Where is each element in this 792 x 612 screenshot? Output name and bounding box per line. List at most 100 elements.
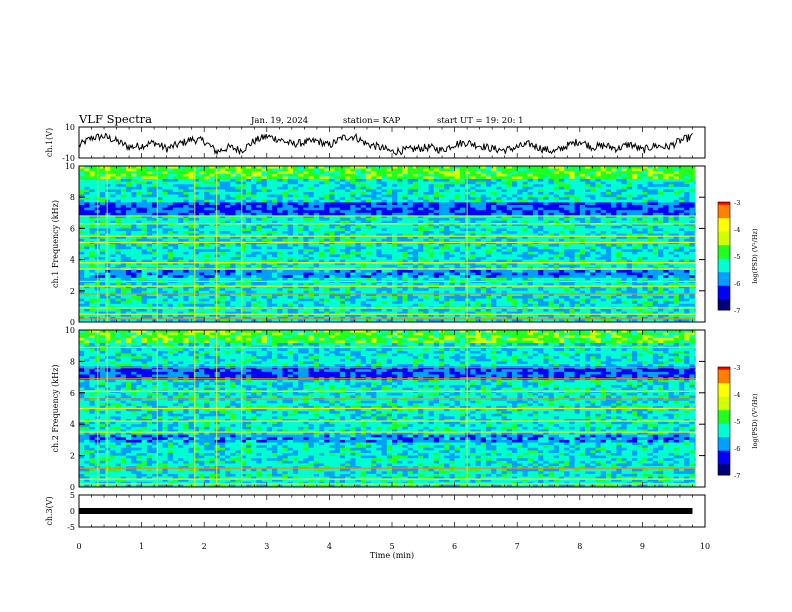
spectrogram-cell	[444, 220, 450, 224]
spectrogram-cell	[548, 231, 555, 234]
spectrogram-cell	[402, 264, 409, 268]
spectrogram-cell	[172, 262, 179, 266]
spectrogram-cell	[501, 249, 508, 253]
spectrogram-cell	[470, 236, 476, 240]
spectrogram-cell	[668, 207, 675, 211]
spectrogram-cell	[282, 166, 289, 169]
spectrogram-cell	[131, 176, 137, 180]
spectrogram-cell	[110, 223, 116, 227]
spectrogram-cell	[334, 184, 341, 188]
spectrogram-cell	[360, 186, 367, 190]
spectrogram-cell	[125, 181, 132, 185]
spectrogram-cell	[449, 210, 455, 214]
spectrogram-cell	[235, 207, 242, 211]
spectrogram-cell	[569, 205, 575, 208]
spectrogram-cell	[600, 254, 607, 258]
spectrogram-cell	[506, 259, 513, 263]
spectrogram-cell	[543, 179, 549, 182]
spectrogram-cell	[585, 270, 591, 273]
spectrogram-cell	[480, 173, 487, 177]
spectrogram-cell	[647, 233, 654, 237]
spectrogram-cell	[402, 186, 409, 190]
spectrogram-cell	[506, 197, 513, 201]
spectrogram-cell	[564, 181, 570, 185]
spectrogram-cell	[631, 168, 638, 172]
spectrogram-cell	[402, 225, 409, 229]
spectrogram-cell	[600, 176, 607, 180]
spectrogram-cell	[491, 262, 497, 266]
spectrogram-cell	[397, 168, 403, 172]
spectrogram-cell	[89, 244, 96, 247]
spectrogram-cell	[611, 168, 617, 172]
spectrogram-cell	[376, 173, 382, 177]
spectrogram-cell	[600, 228, 607, 232]
spectrogram-cell	[371, 246, 377, 250]
spectrogram-cell	[345, 254, 351, 258]
spectrogram-cell	[313, 272, 320, 276]
spectrogram-cell	[99, 181, 106, 185]
spectrogram-cell	[240, 257, 247, 260]
spectrogram-cell	[79, 173, 85, 177]
spectrogram-cell	[423, 197, 429, 201]
spectrogram-cell	[621, 249, 628, 253]
spectrogram-cell	[465, 262, 471, 266]
spectrogram-cell	[256, 184, 262, 188]
spectrogram-cell	[251, 262, 257, 266]
spectrogram-cell	[605, 249, 612, 253]
spectrogram-cell	[590, 176, 596, 180]
spectrogram-cell	[329, 218, 336, 221]
spectrogram-cell	[89, 176, 96, 180]
spectrogram-cell	[637, 270, 643, 273]
spectrogram-cell	[345, 262, 351, 266]
spectrogram-cell	[449, 249, 455, 253]
spectrogram-cell	[146, 192, 153, 195]
spectrogram-cell	[360, 264, 367, 268]
spectrogram-cell	[397, 270, 403, 273]
spectrogram-cell	[350, 197, 356, 201]
spectrogram-cell	[459, 249, 466, 253]
spectrogram-cell	[251, 171, 257, 175]
spectrogram-cell	[673, 192, 680, 195]
spectrogram-cell	[303, 207, 309, 211]
spectrogram-cell	[392, 173, 398, 177]
spectrogram-cell	[470, 173, 476, 177]
spectrogram-cell	[120, 264, 127, 268]
spectrogram-cell	[616, 251, 622, 255]
spectrogram-cell	[282, 270, 289, 273]
spectrogram-cell	[611, 225, 617, 229]
spectrogram-cell	[496, 168, 502, 172]
spectrogram-cell	[110, 218, 116, 221]
spectrogram-cell	[564, 262, 570, 266]
spectrogram-cell	[658, 202, 664, 206]
spectrogram-cell	[318, 215, 325, 219]
spectrogram-cell	[418, 181, 424, 185]
spectrogram-cell	[365, 249, 372, 253]
spectrogram-cell	[684, 254, 690, 258]
spectrogram-cell	[188, 197, 195, 201]
spectrogram-cell	[668, 228, 675, 232]
spectrogram-cell	[277, 257, 283, 260]
spectrogram-cell	[506, 223, 513, 227]
spectrogram-cell	[183, 251, 189, 255]
spectrogram-cell	[585, 228, 591, 232]
spectrogram-cell	[115, 186, 122, 190]
spectrogram-cell	[418, 202, 424, 206]
spectrogram-cell	[240, 218, 247, 221]
spectrogram-cell	[501, 262, 508, 266]
spectrogram-cell	[564, 270, 570, 273]
spectrogram-cell	[433, 246, 440, 250]
spectrogram-cell	[642, 270, 649, 273]
spectrogram-cell	[115, 176, 122, 180]
spectrogram-cell	[392, 238, 398, 242]
spectrogram-cell	[626, 225, 633, 229]
spectrogram-cell	[397, 220, 403, 224]
spectrogram-cell	[684, 215, 690, 219]
spectrogram-cell	[110, 238, 116, 242]
spectrogram-cell	[611, 228, 617, 232]
spectrogram-cell	[527, 251, 534, 255]
spectrogram-cell	[475, 197, 482, 201]
spectrogram-cell	[402, 176, 409, 180]
spectrogram-cell	[501, 184, 508, 188]
spectrogram-cell	[120, 225, 127, 229]
spectrogram-cell	[663, 259, 669, 263]
